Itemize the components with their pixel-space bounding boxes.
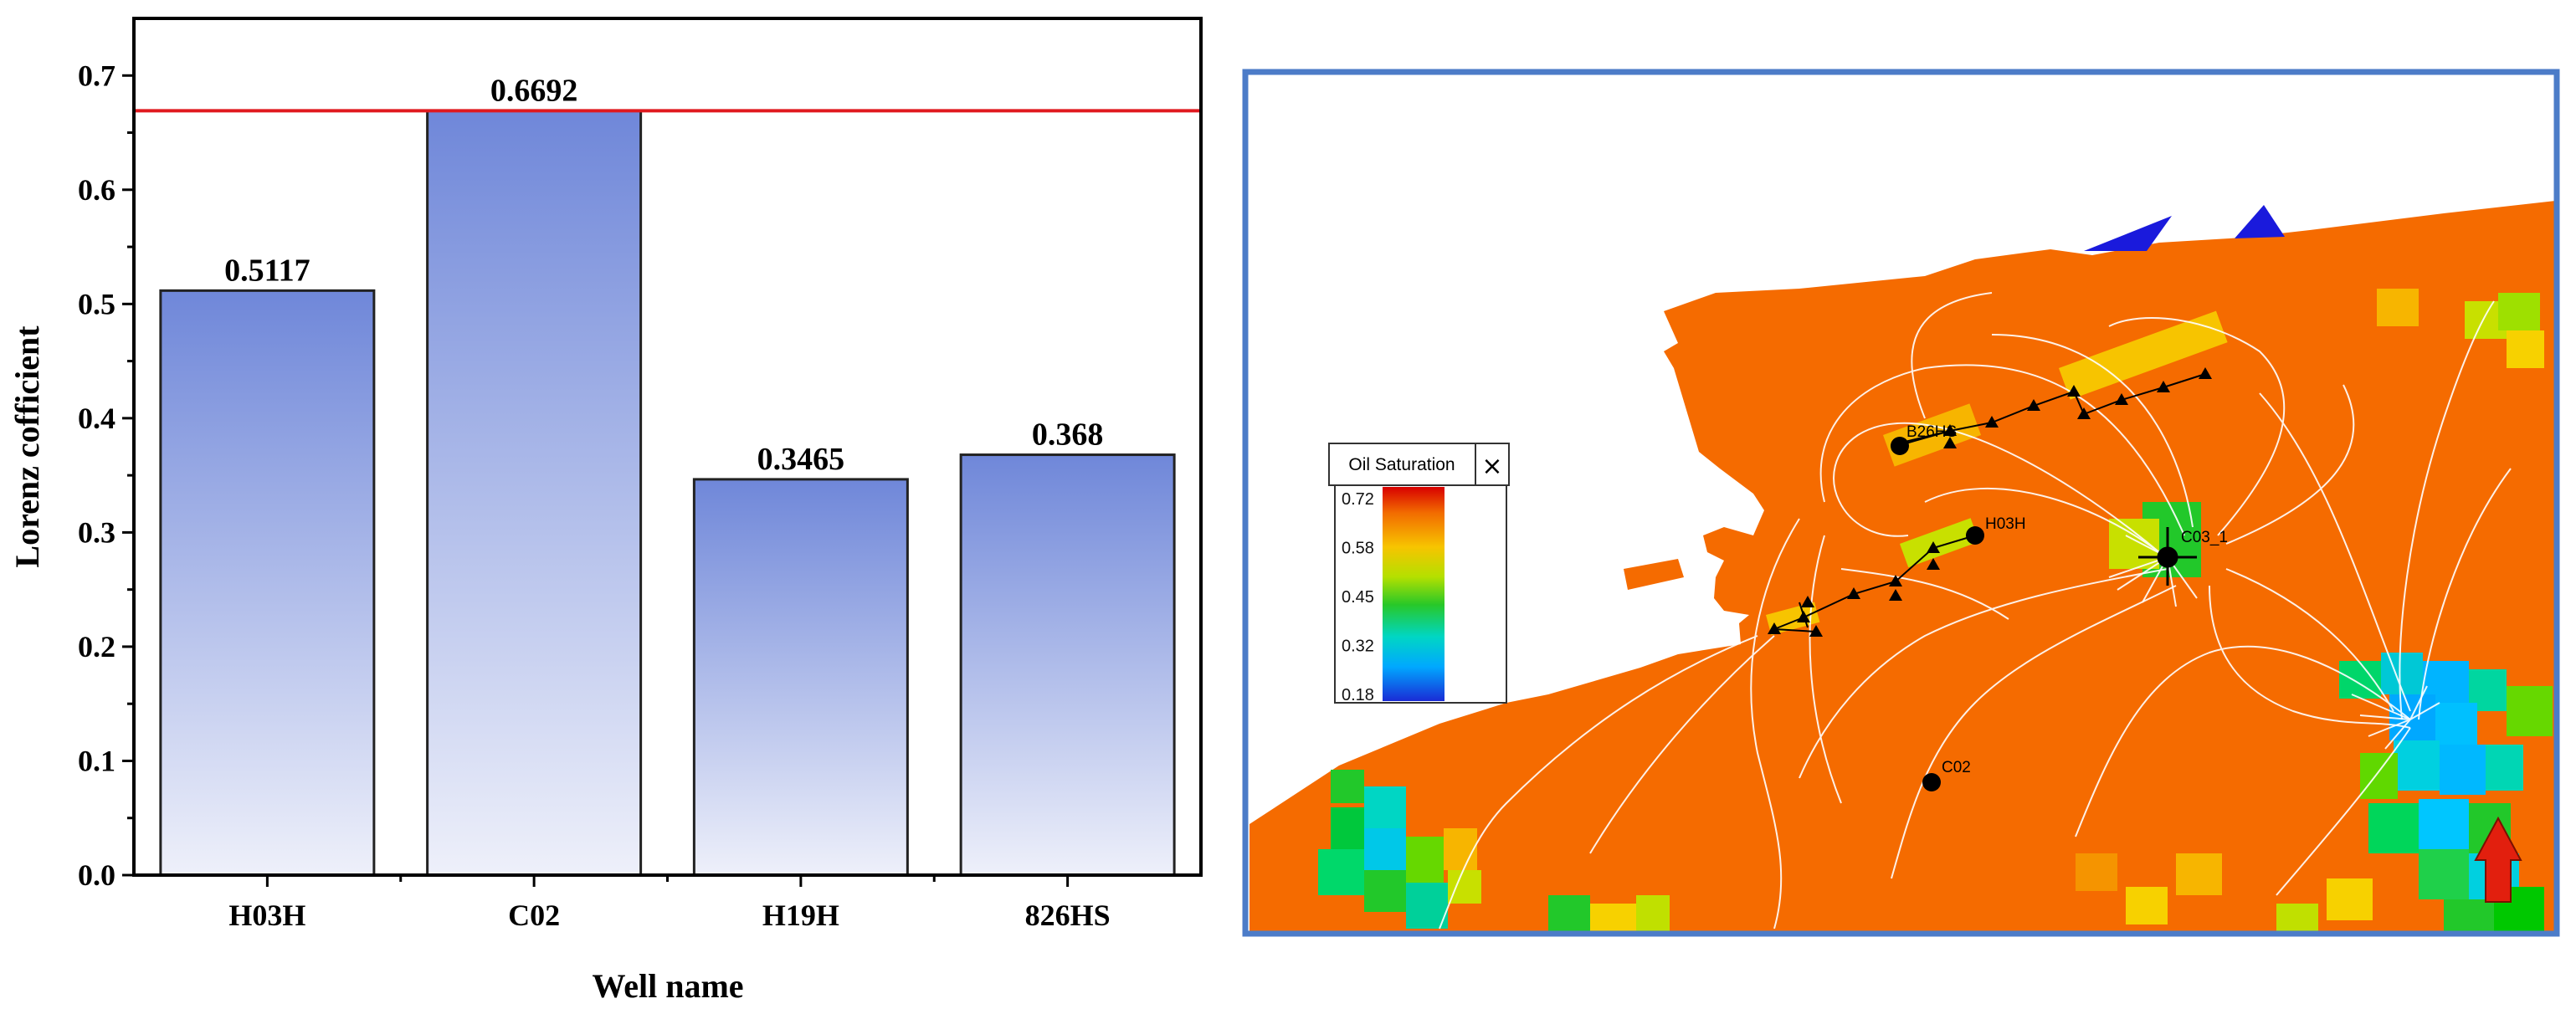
bar-c02 bbox=[426, 109, 643, 877]
completion-triangle bbox=[2157, 381, 2170, 392]
y-tick-label: 0.0 bbox=[78, 858, 115, 892]
well-c02-marker bbox=[1922, 773, 1941, 791]
y-tick-label: 0.2 bbox=[78, 630, 115, 663]
completion-triangle bbox=[2027, 399, 2040, 411]
bar-h03h bbox=[159, 289, 376, 877]
well-c03-1-label: C03_1 bbox=[2181, 529, 2228, 546]
legend-tick-label: 0.45 bbox=[1342, 588, 1374, 607]
bar-826hs bbox=[959, 453, 1176, 877]
y-axis-ticks: 0.0 0.1 0.2 0.3 0.4 0.5 0.6 0.7 bbox=[78, 59, 134, 892]
north-arrow-icon bbox=[2474, 816, 2522, 903]
x-axis-ticks: H03H C02 H19H 826HS bbox=[228, 875, 1111, 932]
completion-triangle bbox=[2067, 385, 2081, 397]
plot-frame bbox=[132, 17, 1203, 877]
streamlines bbox=[1439, 292, 2512, 930]
completion-triangle bbox=[1927, 541, 1940, 553]
well-c03-1-marker bbox=[2138, 527, 2197, 586]
well-completion-markers bbox=[1768, 367, 2212, 637]
x-tick-label: H03H bbox=[228, 899, 305, 932]
map-frame bbox=[1242, 69, 2560, 937]
completion-triangle bbox=[1985, 416, 1999, 428]
well-h03h-label: H03H bbox=[1985, 515, 2026, 533]
y-tick-label: 0.5 bbox=[78, 287, 115, 320]
bar-value-label: 0.368 bbox=[1032, 417, 1104, 453]
completion-triangle bbox=[1809, 625, 1823, 637]
bar-h19h bbox=[692, 478, 909, 877]
x-axis-title: Well name bbox=[592, 967, 743, 1005]
legend-tick-labels: 0.72 0.58 0.45 0.32 0.18 bbox=[1342, 490, 1374, 704]
legend-title-box bbox=[1328, 443, 1476, 486]
legend-tick-label: 0.18 bbox=[1342, 686, 1374, 704]
bar-value-label: 0.6692 bbox=[490, 73, 578, 108]
completion-triangle bbox=[1943, 437, 1957, 448]
legend-tick-label: 0.32 bbox=[1342, 638, 1374, 656]
legend-colorbar bbox=[1383, 487, 1445, 701]
saturation-patches bbox=[1318, 289, 2553, 932]
oil-saturation-map: B26HS H03H C03_1 C02 Oil Saturation × bbox=[1242, 69, 2560, 937]
x-tick-label: C02 bbox=[508, 899, 560, 932]
y-tick-label: 0.3 bbox=[78, 515, 115, 549]
completion-triangle bbox=[1801, 596, 1814, 607]
legend-tick-label: 0.72 bbox=[1342, 490, 1374, 509]
completion-triangle bbox=[2077, 407, 2091, 419]
well-c02-label: C02 bbox=[1942, 759, 1971, 776]
y-tick-label: 0.6 bbox=[78, 173, 115, 207]
y-axis-title: Lorenz cofficient bbox=[8, 325, 46, 568]
blue-triangle-marker bbox=[2084, 216, 2172, 251]
completion-triangle bbox=[1768, 622, 1781, 634]
field-notch bbox=[1624, 559, 1684, 590]
y-tick-label: 0.4 bbox=[78, 402, 115, 435]
completion-triangle bbox=[2115, 393, 2128, 405]
completion-triangle bbox=[1797, 611, 1810, 622]
bar-value-labels: 0.5117 0.6692 0.3465 0.368 bbox=[224, 73, 1103, 477]
oil-saturation-legend: Oil Saturation × 0.72 0.58 0.45 0.32 0.18 bbox=[1328, 443, 1510, 704]
well-h03h-marker bbox=[1966, 526, 1984, 545]
close-icon: × bbox=[1481, 452, 1502, 481]
x-tick-label: 826HS bbox=[1025, 899, 1111, 932]
bar-value-label: 0.5117 bbox=[224, 253, 310, 288]
saturation-field bbox=[1250, 201, 2555, 932]
completion-triangle bbox=[1889, 589, 1902, 601]
legend-title: Oil Saturation bbox=[1348, 455, 1455, 474]
legend-tick-label: 0.58 bbox=[1342, 540, 1374, 558]
x-tick-label: H19H bbox=[762, 899, 839, 932]
completion-triangle bbox=[2199, 367, 2212, 379]
bar-value-label: 0.3465 bbox=[757, 442, 845, 477]
legend-close-button[interactable] bbox=[1475, 443, 1510, 486]
blue-triangle-marker bbox=[2235, 205, 2285, 238]
y-tick-label: 0.1 bbox=[78, 744, 115, 777]
completion-triangle bbox=[1889, 575, 1902, 586]
completion-triangle bbox=[1943, 424, 1957, 436]
well-b26hs-label: B26HS bbox=[1906, 423, 1957, 441]
bars bbox=[159, 109, 1176, 877]
y-tick-label: 0.7 bbox=[78, 59, 115, 92]
completion-triangle bbox=[1847, 587, 1860, 599]
well-b26hs-marker bbox=[1891, 437, 1909, 455]
completion-triangle bbox=[1927, 558, 1940, 570]
